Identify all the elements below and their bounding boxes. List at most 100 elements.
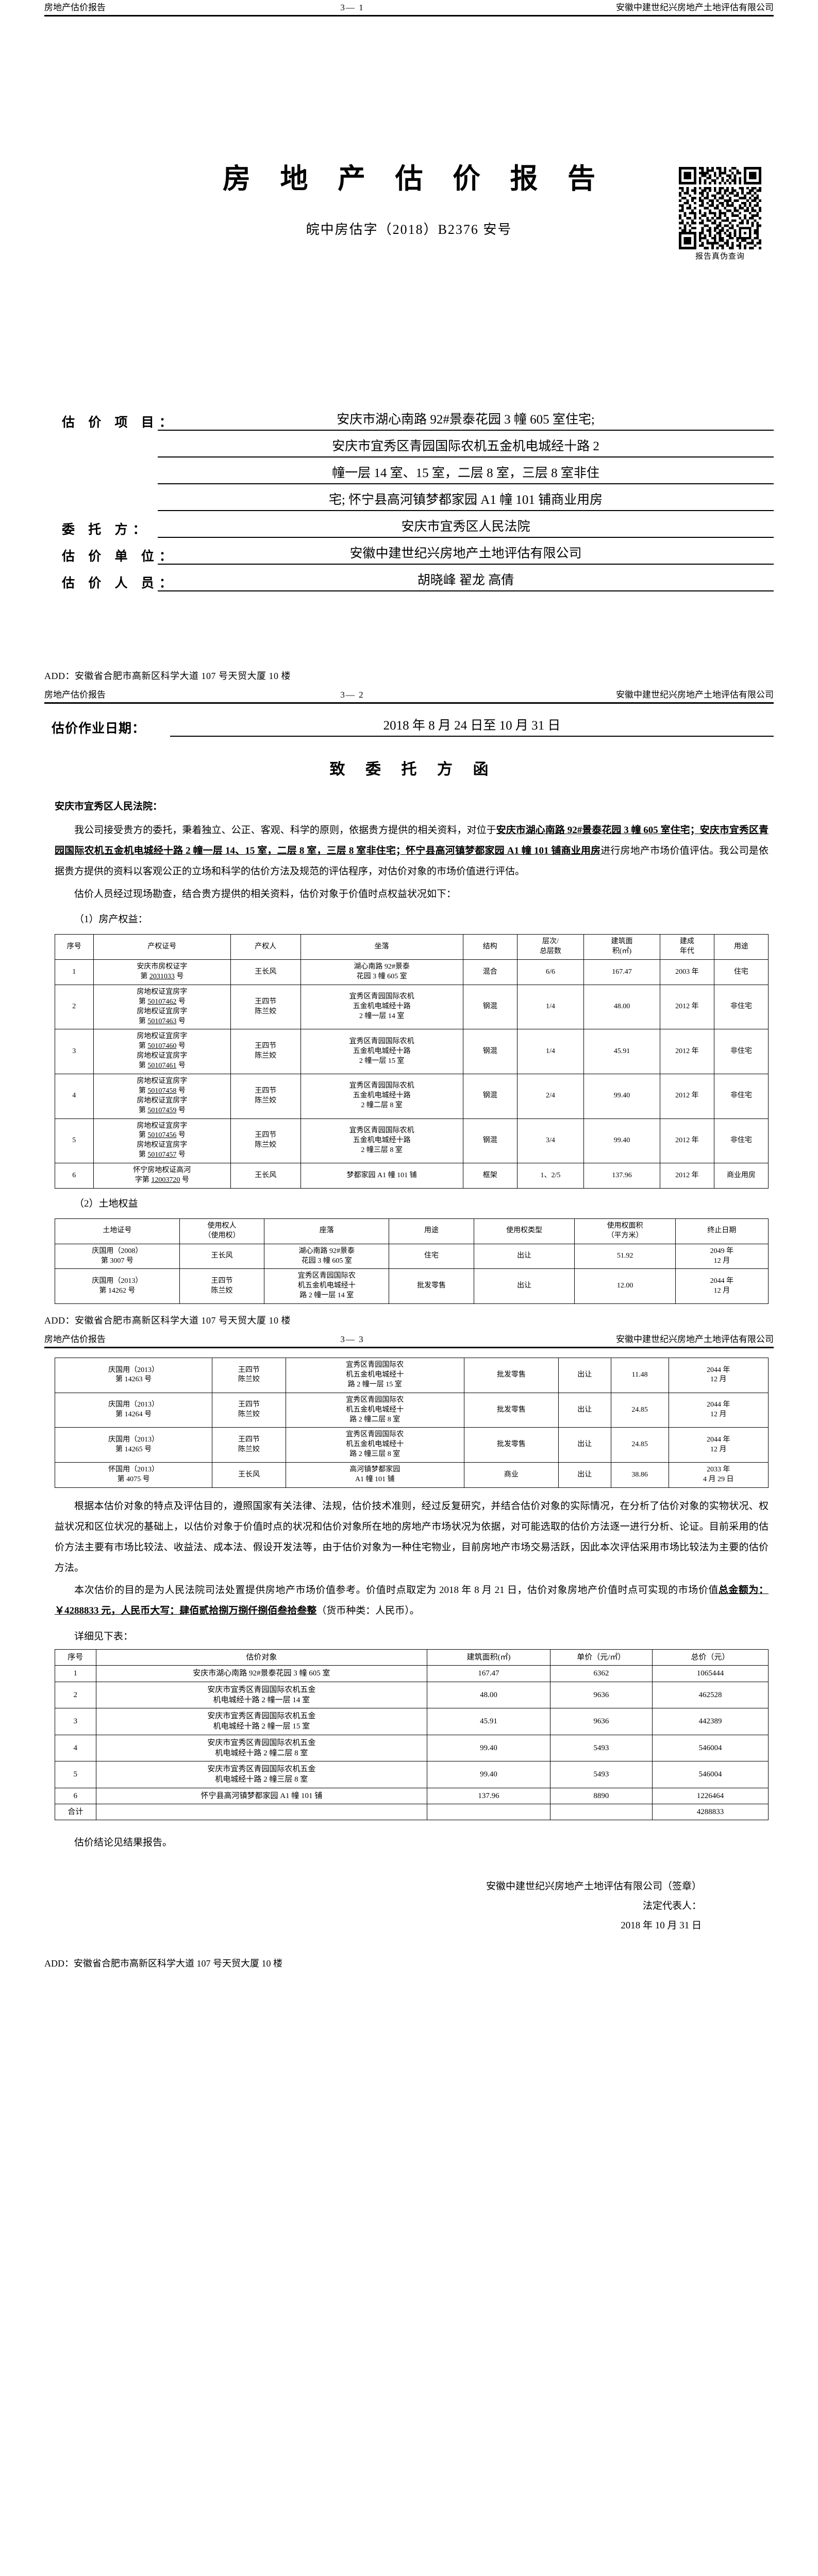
field-appraisers-label: 估 价 人 员：: [62, 577, 177, 590]
cell-location: 宜秀区青园国际农机 五金机电城经十路 2 幢二层 8 室: [300, 1074, 463, 1119]
letter-paragraph-1: 我公司接受贵方的委托，秉着独立、公正、客观、科学的原则，依据贵方提供的相关资料，…: [55, 820, 769, 882]
field-client: 委 托 方： 安庆市宜秀区人民法院: [62, 518, 774, 538]
col-land-use: 用途: [389, 1218, 474, 1244]
cell-area: 137.96: [583, 1163, 660, 1189]
cell-cert-number: 怀宁房地权证高河 字第 12003720 号: [93, 1163, 231, 1189]
cell-floor: 3/4: [516, 1118, 585, 1164]
land-rights-table: 土地证号 使用权人 （使用权） 座落 用途 使用权类型 使用权面积 （平方米） 终止…: [55, 1218, 769, 1304]
table-row: 庆国用（2013）第 14265 号王四节 陈兰姣 宜秀区青园国际农 机五金机电城经十…: [54, 1427, 769, 1463]
table-row: 2 房地权证宜房字第 50107462 号房地权证宜房字第 50107463 号王…: [55, 984, 769, 1030]
bottom-spacer: [0, 1970, 818, 1990]
cell-land-cert-number: 庆国用（2013）第 14264 号: [54, 1392, 213, 1428]
letter-title: 致 委 托 方 函: [329, 761, 497, 778]
cell-structure: 钢混: [462, 1074, 517, 1119]
cell-land-right-type: 出让: [558, 1358, 611, 1393]
field-client-value: 安庆市宜秀区人民法院: [158, 518, 774, 538]
col-land-area: 使用权面积 （平方米）: [574, 1218, 676, 1244]
col-land-expiry: 终止日期: [675, 1218, 769, 1244]
para4-part-c: （货币种类：人民币）。: [316, 1605, 420, 1617]
cell-val-no: 6: [55, 1787, 96, 1804]
table-row: 5 房地权证宜房字第 50107456 号房地权证宜房字第 50107457 号王…: [55, 1118, 769, 1164]
cell-location: 梦都家园 A1 幢 101 铺: [300, 1163, 463, 1189]
cell-val-area: 167.47: [427, 1665, 550, 1682]
valuation-summary-table-body: 1 安庆市湖心南路 92#景泰花园 3 幢 605 室 167.47 6362 1065…: [55, 1665, 769, 1821]
cell-no: 5: [55, 1118, 94, 1164]
table-row: 庆国用（2013）第 14264 号王四节 陈兰姣 宜秀区青园国际农 机五金机电城经十…: [54, 1392, 769, 1428]
cell-area: 167.47: [583, 959, 660, 985]
cell-area: 48.00: [583, 984, 660, 1030]
cell-area: 99.40: [583, 1118, 660, 1164]
table-row: 4 安庆市宜秀区青园国际农机五金 机电城经十路 2 幢二层 8 室 99.40 5493…: [55, 1734, 769, 1762]
cell-floor: 1、2/5: [516, 1163, 585, 1189]
cell-land-use: 住宅: [389, 1243, 474, 1269]
letter-body: 安庆市宜秀区人民法院： 我公司接受贵方的委托，秉着独立、公正、客观、科学的原则，…: [0, 796, 818, 1304]
cell-land-user: 王长风: [212, 1462, 286, 1488]
section-title-property-rights: （1）房产权益：: [74, 914, 148, 925]
field-project-value-line-4: 宅; 怀宁县高河镇梦都家园 A1 幢 101 铺商业用房: [158, 492, 774, 511]
letter-body-continued: 庆国用（2013）第 14263 号王四节 陈兰姣 宜秀区青园国际农 机五金机电城经十…: [0, 1358, 818, 1936]
cell-val-object: 怀宁县高河镇梦都家园 A1 幢 101 铺: [95, 1787, 428, 1804]
cell-cert-number: 房地权证宜房字第 50107456 号房地权证宜房字第 50107457 号: [93, 1118, 231, 1164]
signature-block: 安徽中建世纪兴房地产土地评估有限公司（签章） 法定代表人： 2018 年 10 …: [55, 1877, 769, 1936]
letter-paragraph-2: 估价人员经过现场勘查，结合贵方提供的相关资料，估价对象于价值时点权益状况如下：: [74, 888, 457, 900]
cell-val-area: 99.40: [427, 1761, 550, 1788]
running-header-2: 房地产估价报告 3— 2 安徽中建世纪兴房地产土地评估有限公司: [44, 687, 774, 704]
para4-total-amount: 总金额为：￥4288833 元，人民币大写：肆佰贰拾捌万捌仟捌佰叁拾叁整: [55, 1585, 769, 1617]
cell-total-blank-2: [427, 1803, 550, 1821]
cell-val-object: 安庆市宜秀区青园国际农机五金 机电城经十路 2 幢三层 8 室: [95, 1761, 428, 1788]
table-row: 3 房地权证宜房字第 50107460 号房地权证宜房字第 50107461 号王…: [55, 1029, 769, 1075]
field-project-cont-1: 安庆市宜秀区青园国际农机五金机电城经十路 2: [62, 438, 774, 457]
cell-total-blank-1: [95, 1803, 428, 1821]
cell-cert-number: 房地权证宜房字第 50107458 号房地权证宜房字第 50107459 号: [93, 1074, 231, 1119]
cell-no: 3: [55, 1029, 94, 1075]
cell-land-cert-number: 庆国用（2013）第 14263 号: [54, 1358, 213, 1393]
cell-floor: 6/6: [516, 959, 585, 985]
spacer: [62, 492, 158, 511]
cell-location: 宜秀区青园国际农机 五金机电城经十路 2 幢三层 8 室: [300, 1118, 463, 1164]
cell-cert-number: 房地权证宜房字第 50107460 号房地权证宜房字第 50107461 号: [93, 1029, 231, 1075]
running-header-1: 房地产估价报告 3— 1 安徽中建世纪兴房地产土地评估有限公司: [44, 0, 774, 16]
para1-underlined-properties: 安庆市湖心南路 92#景泰花园 3 幢 605 室住宅；安庆市宜秀区青园国际农机…: [55, 824, 769, 856]
col-location: 坐落: [300, 934, 463, 960]
cell-owner: 王四节 陈兰姣: [230, 1074, 301, 1119]
cell-total-blank-3: [549, 1803, 653, 1821]
cell-total-label: 合计: [55, 1803, 96, 1821]
col-val-total: 总价（元）: [652, 1649, 769, 1666]
cell-owner: 王四节 陈兰姣: [230, 1118, 301, 1164]
running-header-3: 房地产估价报告 3— 3 安徽中建世纪兴房地产土地评估有限公司: [44, 1332, 774, 1349]
running-header-page-number: 3— 2: [340, 690, 364, 700]
running-header-company: 安徽中建世纪兴房地产土地评估有限公司: [616, 3, 774, 12]
cell-land-location: 高河镇梦都家园 A1 幢 101 铺: [285, 1462, 464, 1488]
cell-val-area: 48.00: [427, 1681, 550, 1709]
cell-use: 商业用房: [713, 1163, 769, 1189]
land-rights-table-body-2: 庆国用（2013）第 14263 号王四节 陈兰姣 宜秀区青园国际农 机五金机电城经十…: [54, 1358, 769, 1488]
company-address-2: ADD：安徽省合肥市高新区科学大道 107 号天贸大厦 10 楼: [44, 1315, 291, 1326]
field-appraisers-value: 胡晓峰 翟龙 高倩: [158, 572, 774, 591]
cell-land-area: 24.85: [610, 1392, 669, 1428]
cell-val-unit-price: 9636: [549, 1681, 653, 1709]
cell-land-user: 王四节 陈兰姣: [212, 1358, 286, 1393]
cell-val-object: 安庆市湖心南路 92#景泰花园 3 幢 605 室: [95, 1665, 428, 1682]
cell-val-area: 45.91: [427, 1708, 550, 1735]
table-row: 1 安庆市房权证字第 2031033 号王长风 湖心南路 92#景泰 花园 3 幢 6…: [55, 959, 769, 985]
running-header-title: 房地产估价报告: [44, 690, 106, 700]
cell-area: 99.40: [583, 1074, 660, 1119]
cell-land-location: 宜秀区青园国际农 机五金机电城经十路 2 幢一层 14 室: [264, 1268, 390, 1304]
col-val-unit-price: 单价（元/㎡）: [549, 1649, 653, 1666]
table-header-row: 序号 估价对象 建筑面积(㎡) 单价（元/㎡） 总价（元）: [55, 1649, 769, 1666]
col-val-area: 建筑面积(㎡): [427, 1649, 550, 1666]
field-client-label: 委 托 方：: [62, 523, 151, 537]
cell-land-area: 51.92: [574, 1243, 676, 1269]
letter-paragraph-4: 本次估价的目的是为人民法院司法处置提供房地产市场价值参考。价值时点取定为 201…: [55, 1580, 769, 1621]
cell-no: 6: [55, 1163, 94, 1189]
cell-floor: 1/4: [516, 984, 585, 1030]
col-no: 序号: [55, 934, 94, 960]
signature-company: 安徽中建世纪兴房地产土地评估有限公司（签章）: [486, 1880, 702, 1892]
col-land-right-type: 使用权类型: [473, 1218, 575, 1244]
cell-land-right-type: 出让: [558, 1427, 611, 1463]
para1-part-a: 我公司接受贵方的委托，秉着独立、公正、客观、科学的原则，依据贵方提供的相关资料，…: [74, 824, 496, 836]
cell-cert-number: 房地权证宜房字第 50107462 号房地权证宜房字第 50107463 号: [93, 984, 231, 1030]
cell-use: 住宅: [713, 959, 769, 985]
table-row: 4 房地权证宜房字第 50107458 号房地权证宜房字第 50107459 号王…: [55, 1074, 769, 1119]
field-work-date-value: 2018 年 8 月 24 日至 10 月 31 日: [170, 717, 774, 737]
